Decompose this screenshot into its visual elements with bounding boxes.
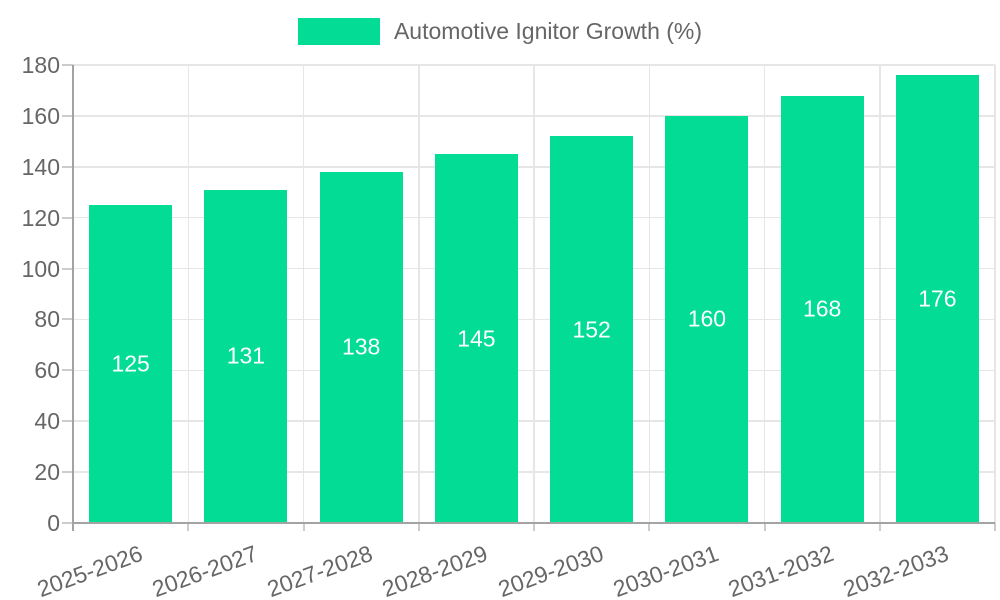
x-axis-tick (187, 523, 190, 531)
x-axis-tick (648, 523, 651, 531)
y-axis-tick-label: 0 (47, 510, 60, 536)
x-axis-tick-label: 2028-2029 (379, 540, 492, 600)
y-axis-tick-label: 140 (21, 153, 60, 180)
v-gridline (648, 65, 650, 523)
bar-value-label: 125 (111, 350, 150, 377)
x-axis-tick-label: 2026-2027 (148, 540, 261, 600)
y-axis-tick-label: 40 (34, 408, 60, 435)
bar-value-label: 176 (918, 285, 957, 312)
x-axis-tick (533, 523, 535, 531)
y-axis-tick (62, 64, 73, 66)
x-axis-tick-label: 2025-2026 (33, 540, 146, 600)
y-axis-line (72, 65, 74, 531)
bar: 138 (319, 171, 403, 523)
v-gridline (994, 65, 996, 523)
bar: 168 (780, 95, 864, 523)
y-axis-tick-label: 180 (21, 52, 60, 78)
v-gridline (418, 65, 420, 523)
bar: 131 (204, 189, 288, 523)
y-axis-tick (62, 420, 73, 423)
y-axis-tick (62, 216, 73, 219)
y-axis-tick (62, 267, 73, 270)
legend[interactable]: Automotive Ignitor Growth (%) (0, 16, 1000, 46)
bar-value-label: 145 (457, 325, 496, 352)
y-axis-tick (62, 114, 73, 117)
x-axis-tick (994, 523, 996, 531)
y-axis-tick-label: 160 (21, 102, 60, 129)
legend-swatch (297, 17, 380, 45)
y-axis-tick (62, 318, 73, 321)
bar: 125 (89, 204, 173, 523)
bar: 152 (550, 136, 634, 523)
bar: 160 (665, 115, 749, 523)
x-axis-tick-label: 2027-2028 (263, 540, 377, 600)
x-axis-tick-label: 2030-2031 (609, 540, 722, 600)
y-axis-tick (62, 369, 73, 372)
y-axis-tick-label: 120 (21, 204, 60, 231)
x-axis-tick (763, 523, 766, 531)
bar-value-label: 160 (687, 305, 727, 332)
y-axis-tick (62, 165, 73, 168)
y-axis-tick (62, 471, 73, 474)
v-gridline (763, 65, 766, 523)
bar-value-label: 131 (226, 342, 266, 369)
legend-label: Automotive Ignitor Growth (%) (393, 17, 703, 44)
v-gridline (879, 65, 881, 523)
v-gridline (187, 65, 189, 523)
y-axis-tick (62, 522, 73, 524)
bar: 145 (434, 154, 518, 523)
bar-value-label: 138 (341, 333, 381, 360)
y-axis-tick-label: 80 (34, 306, 60, 333)
bar: 176 (895, 75, 979, 523)
x-axis-tick-label: 2032-2033 (840, 540, 953, 600)
x-axis-tick (302, 523, 305, 531)
x-axis-tick (417, 523, 420, 531)
x-axis-tick (878, 523, 881, 531)
bar-value-label: 152 (572, 316, 611, 343)
x-axis-tick-label: 2031-2032 (724, 540, 838, 600)
y-axis-tick-label: 100 (21, 255, 60, 282)
y-axis-tick-label: 60 (34, 357, 60, 384)
x-axis-line (73, 522, 995, 524)
v-gridline (302, 65, 305, 523)
bar-value-label: 168 (802, 295, 842, 322)
y-axis-tick-label: 20 (34, 459, 60, 486)
v-gridline (533, 65, 535, 523)
x-axis-tick-label: 2029-2030 (494, 540, 607, 600)
